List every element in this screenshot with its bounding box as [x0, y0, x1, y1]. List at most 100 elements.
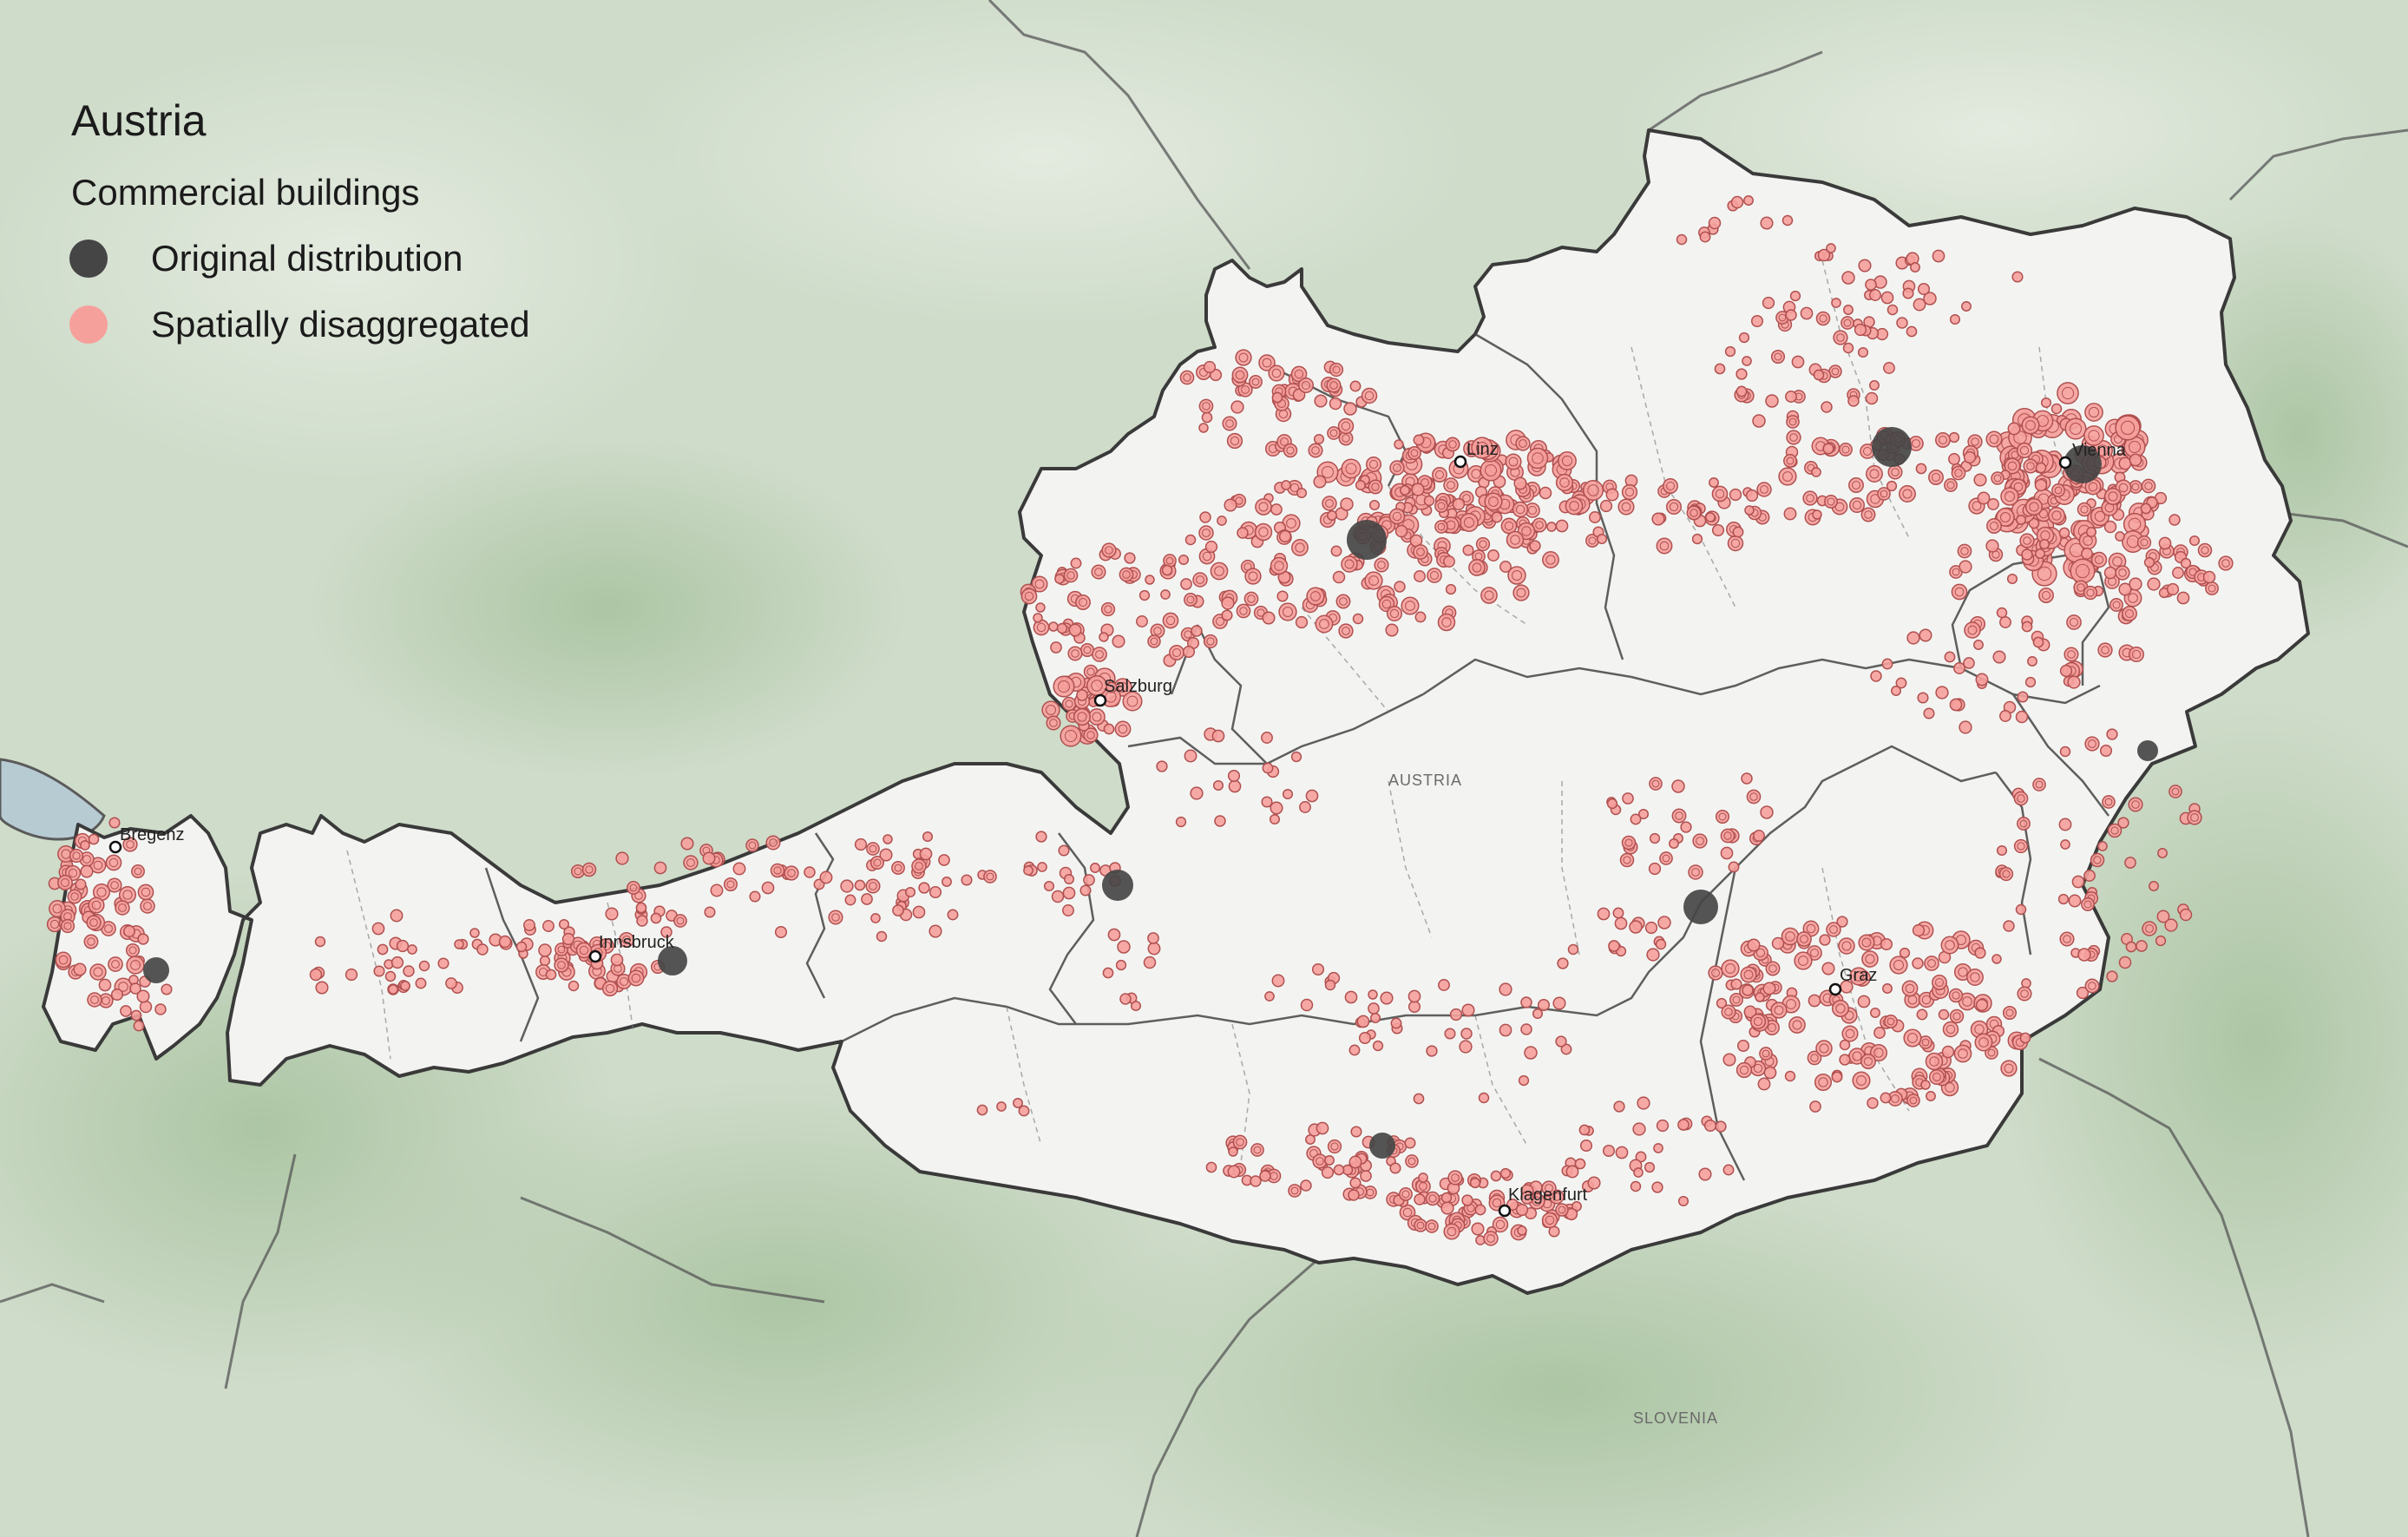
disaggregated-dot [961, 874, 973, 886]
disaggregated-dot [1869, 1043, 1888, 1062]
disaggregated-dot [2038, 588, 2054, 603]
disaggregated-dot [601, 980, 619, 997]
disaggregated-dot-ring [2112, 601, 2121, 609]
disaggregated-dot-ring [1342, 627, 1350, 635]
disaggregated-dot-ring [1302, 381, 1310, 390]
disaggregated-dot [1743, 1005, 1757, 1019]
disaggregated-dot-ring [1332, 365, 1341, 374]
disaggregated-dot [2122, 606, 2137, 621]
disaggregated-dot-ring [1286, 518, 1296, 529]
disaggregated-dot-ring [748, 841, 757, 850]
disaggregated-dot-ring [1528, 506, 1537, 515]
legend-item-disaggregated[interactable]: Spatially disaggregated [69, 292, 530, 358]
disaggregated-dot [1138, 589, 1151, 601]
disaggregated-dot-ring [1569, 501, 1579, 511]
city-graz[interactable]: Graz [1828, 966, 1877, 996]
disaggregated-dot-ring [1789, 433, 1798, 442]
disaggregated-dot [1480, 459, 1502, 482]
disaggregated-dot [2128, 646, 2145, 663]
disaggregated-dot-ring [1760, 485, 1768, 494]
disaggregated-dot [1437, 613, 1456, 632]
disaggregated-dot [2090, 852, 2105, 868]
disaggregated-dot [947, 909, 959, 921]
original-dot-carinthia [1369, 1133, 1395, 1159]
disaggregated-dot [1414, 570, 1426, 582]
disaggregated-dot [1114, 720, 1132, 738]
disaggregated-dot [680, 837, 694, 851]
disaggregated-dot [804, 866, 816, 878]
disaggregated-dot [1895, 677, 1907, 689]
disaggregated-dot [2106, 970, 2118, 982]
disaggregated-dot [2071, 875, 2085, 889]
disaggregated-dot [1831, 298, 1841, 308]
city-marker [1828, 982, 1842, 996]
disaggregated-dot [1075, 594, 1091, 610]
disaggregated-dot [774, 925, 788, 939]
disaggregated-dot-ring [1104, 605, 1112, 614]
disaggregated-dot [1182, 645, 1196, 659]
city-salzburg[interactable]: Salzburg [1093, 677, 1172, 707]
disaggregated-dot [315, 981, 329, 995]
disaggregated-dot [1119, 993, 1132, 1005]
disaggregated-dot [1217, 516, 1227, 526]
city-vienna[interactable]: Vienna [2058, 441, 2127, 470]
disaggregated-dot [1364, 571, 1383, 590]
disaggregated-dot [2205, 581, 2219, 595]
disaggregated-dot-ring [93, 860, 103, 870]
disaggregated-dot [732, 862, 746, 876]
disaggregated-dot [1949, 1008, 1965, 1024]
disaggregated-dot [1526, 447, 1549, 470]
disaggregated-dot [1597, 907, 1611, 921]
country-label-austria: AUSTRIA [1388, 772, 1462, 789]
city-bregenz[interactable]: Bregenz [108, 825, 185, 854]
disaggregated-dot [1281, 480, 1291, 490]
disaggregated-dot [1957, 543, 1972, 559]
city-linz[interactable]: Linz [1453, 440, 1499, 469]
disaggregated-dot [1221, 596, 1235, 610]
disaggregated-dot [1507, 566, 1526, 585]
disaggregated-dot-ring [1800, 935, 1808, 943]
disaggregated-dot-ring [1725, 963, 1735, 974]
disaggregated-dot [605, 907, 619, 921]
disaggregated-dot [122, 837, 138, 852]
disaggregated-dot [1869, 289, 1881, 301]
disaggregated-dot [1932, 975, 1947, 990]
disaggregated-dot-ring [1891, 468, 1899, 476]
disaggregated-dot-ring [1118, 682, 1128, 693]
disaggregated-dot-ring [1258, 502, 1269, 512]
disaggregated-dot-ring [1945, 1024, 1956, 1035]
city-klagenfurt[interactable]: Klagenfurt [1498, 1186, 1588, 1218]
disaggregated-dot [568, 980, 580, 992]
disaggregated-dot [1070, 557, 1082, 569]
disaggregated-dot-ring [134, 867, 142, 876]
disaggregated-dot [129, 982, 141, 995]
disaggregated-dot-ring [1341, 421, 1351, 431]
disaggregated-dot [1925, 1052, 1944, 1071]
disaggregated-dot [1910, 262, 1920, 273]
disaggregated-dot-ring [2088, 739, 2096, 748]
legend-item-original[interactable]: Original distribution [69, 226, 530, 292]
city-innsbruck[interactable]: Innsbruck [588, 933, 675, 963]
disaggregated-dot [1605, 488, 1619, 502]
disaggregated-dot [83, 934, 99, 949]
disaggregated-dot [1973, 473, 1987, 487]
disaggregated-dot-ring [1086, 667, 1095, 676]
disaggregated-dot [1913, 298, 1926, 312]
disaggregated-dot [1390, 1017, 1402, 1029]
disaggregated-dot [865, 878, 881, 894]
disaggregated-dot [2059, 931, 2075, 947]
disaggregated-dots [46, 195, 2234, 1246]
disaggregated-dot [1484, 492, 1503, 511]
disaggregated-dot-ring [2035, 780, 2044, 789]
original-dot-styria [1683, 890, 1718, 924]
disaggregated-dot-ring [2086, 588, 2095, 597]
disaggregated-dot [1833, 330, 1848, 345]
disaggregated-dot [784, 865, 799, 881]
disaggregated-dot-ring [1749, 792, 1758, 801]
disaggregated-dot [1649, 777, 1663, 791]
disaggregated-dot-ring [1939, 436, 1947, 444]
disaggregated-dot [1546, 522, 1557, 532]
disaggregated-dot [2035, 462, 2047, 474]
disaggregated-dot-ring [1165, 556, 1174, 565]
